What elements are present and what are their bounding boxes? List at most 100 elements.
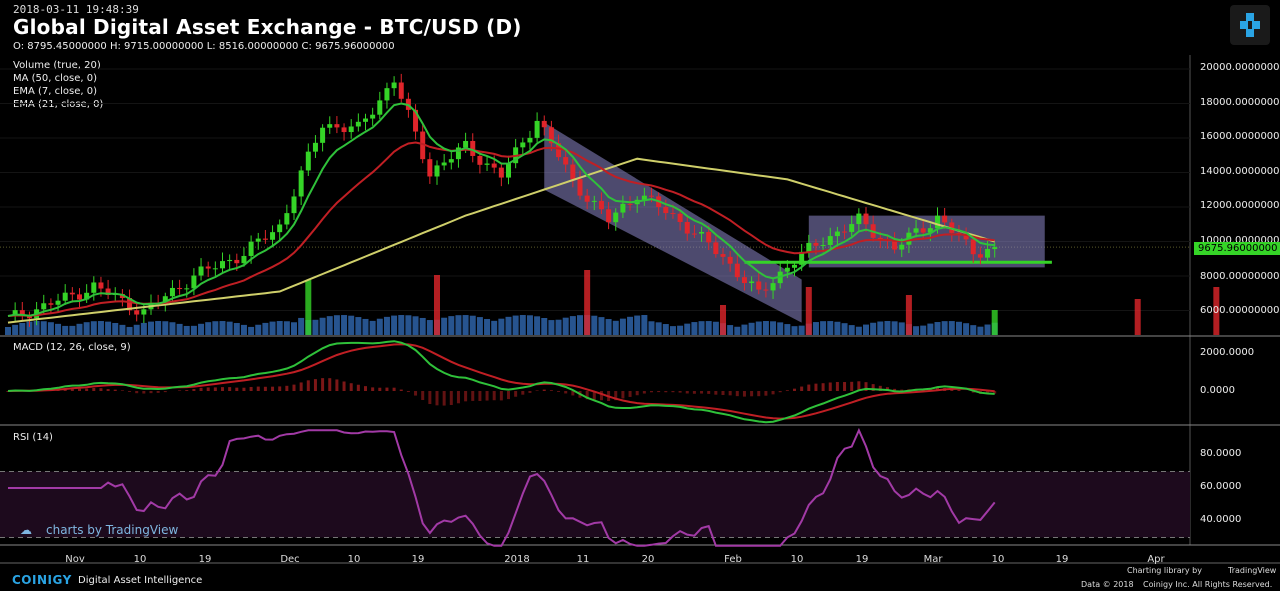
macd-histogram-bar (178, 390, 182, 391)
macd-histogram-bar (256, 386, 260, 391)
volume-spike-bar (905, 295, 912, 335)
candle-up (985, 249, 991, 258)
candle-up (312, 142, 318, 152)
macd-histogram-bar (528, 391, 532, 393)
macd-histogram-bar (228, 387, 232, 391)
candle-up (699, 231, 705, 234)
macd-histogram-bar (328, 378, 332, 391)
x-tick-jan-20: 20 (641, 554, 655, 565)
macd-histogram-bar (986, 391, 990, 394)
macd-histogram-bar (750, 391, 754, 397)
macd-histogram-bar (78, 388, 81, 391)
macd-histogram-bar (213, 387, 217, 391)
volume-bar (376, 318, 383, 335)
candle-down (756, 281, 762, 290)
x-tick-dec: Dec (280, 554, 300, 565)
macd-histogram-bar (263, 386, 267, 391)
ma-indicator-label[interactable]: MA (50, close, 0) (13, 73, 98, 84)
macd-histogram-bar (642, 391, 646, 394)
volume-bar (312, 319, 319, 335)
macd-histogram-bar (764, 391, 768, 396)
volume-bar (5, 327, 11, 335)
macd-histogram-bar (99, 388, 103, 391)
tradingview-watermark[interactable]: charts by TradingView (46, 523, 179, 537)
ema21-indicator-label[interactable]: EMA (21, close, 0) (13, 99, 104, 110)
volume-bar (276, 321, 283, 335)
macd-histogram-bar (950, 389, 954, 391)
volume-bar (383, 316, 390, 335)
candle-up (220, 261, 225, 269)
timestamp: 2018-03-11 19:48:39 (13, 3, 139, 16)
volume-bar (877, 321, 884, 335)
volume-bar (76, 323, 83, 335)
candle-down (577, 179, 583, 196)
volume-bar (69, 325, 76, 335)
candle-up (799, 251, 805, 265)
volume-bar (512, 315, 519, 335)
price-tick-6000: 6000.00000000 (1200, 305, 1280, 316)
candle-down (892, 240, 898, 250)
volume-bar (984, 324, 991, 335)
volume-spike-bar (805, 287, 812, 335)
candle-up (227, 259, 233, 262)
candle-up (363, 118, 368, 122)
macd-histogram-bar (378, 387, 382, 391)
macd-histogram-bar (92, 387, 96, 391)
volume-bar (484, 318, 491, 335)
candle-up (241, 255, 247, 264)
volume-bar (505, 316, 512, 335)
volume-bar (55, 323, 62, 335)
candle-up (298, 170, 304, 197)
volume-bar (977, 326, 984, 335)
candle-up (169, 287, 175, 297)
macd-histogram-bar (664, 391, 668, 393)
macd-histogram-bar (685, 391, 689, 394)
tradingview-credit[interactable]: TradingView (1228, 566, 1277, 575)
candle-up (370, 114, 376, 119)
candle-up (641, 195, 647, 200)
ema7-indicator-label[interactable]: EMA (7, close, 0) (13, 86, 97, 97)
volume-bar (19, 322, 26, 335)
macd-histogram-bar (428, 391, 432, 404)
volume-bar (927, 323, 934, 335)
candle-down (684, 221, 690, 234)
candle-up (91, 282, 97, 293)
coinigy-logo-icon (1230, 5, 1270, 45)
candle-down (177, 287, 183, 290)
volume-bar (355, 317, 362, 335)
macd-indicator-label[interactable]: MACD (12, 26, close, 9) (13, 342, 131, 353)
candle-down (420, 131, 426, 160)
volume-bar (233, 323, 240, 335)
x-tick-nov-10: 10 (133, 554, 147, 565)
x-tick-mar-19: 19 (1055, 554, 1069, 565)
volume-spike-bar (434, 275, 440, 335)
volume-bar (198, 323, 205, 335)
rsi-tick-60: 60.0000 (1200, 481, 1242, 492)
macd-histogram-bar (871, 384, 875, 391)
candle-up (913, 228, 919, 233)
macd-histogram-bar (185, 390, 189, 391)
brand-subtitle: Digital Asset Intelligence (78, 575, 203, 586)
macd-histogram-bar (585, 391, 589, 400)
volume-bar (669, 326, 676, 335)
macd-line (7, 340, 995, 424)
volume-bar (248, 326, 255, 335)
coinigy-credit: Coinigy Inc. All Rights Reserved. (1143, 580, 1273, 589)
candle-down (963, 235, 969, 240)
volume-bar (148, 321, 154, 335)
rsi-indicator-label[interactable]: RSI (14) (13, 432, 53, 443)
volume-bar (255, 324, 262, 335)
coinigy-brand[interactable]: COINIGY (12, 573, 72, 587)
macd-histogram-bar (464, 391, 468, 402)
macd-histogram-bar (242, 387, 246, 391)
candle-up (348, 126, 354, 133)
volume-bar (333, 315, 340, 335)
volume-bar (298, 317, 305, 335)
volume-indicator-label[interactable]: Volume (true, 20) (13, 60, 101, 71)
candle-down (541, 120, 547, 128)
macd-histogram-bar (850, 381, 854, 391)
candle-down (970, 239, 976, 255)
macd-histogram-bar (120, 390, 124, 391)
macd-histogram-bar (342, 381, 346, 391)
